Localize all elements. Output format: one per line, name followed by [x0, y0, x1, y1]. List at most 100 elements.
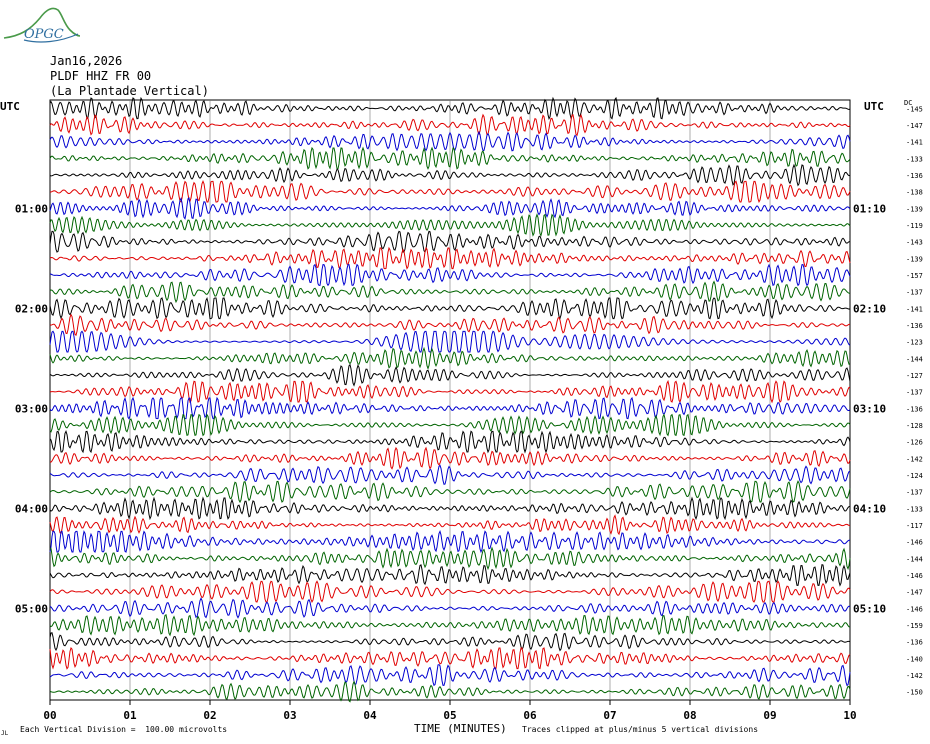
x-tick-label: 03	[283, 709, 296, 722]
trace-22	[49, 446, 851, 470]
header-date: Jan16,2026	[50, 54, 123, 68]
trace-10	[49, 246, 851, 270]
trace-12	[49, 280, 851, 304]
trace-25	[49, 496, 851, 521]
trace-26	[49, 514, 851, 536]
header-site: (La Plantade Vertical)	[50, 84, 209, 98]
opgc-logo-mark	[3, 7, 81, 43]
left-time-label: 04:00	[15, 502, 48, 515]
trace-34	[49, 646, 851, 670]
dc-offset-value: -147	[906, 122, 923, 130]
trace-18	[49, 379, 851, 404]
dc-offset-value: -123	[906, 339, 923, 347]
dc-offset-value: -119	[906, 222, 923, 230]
trace-8	[49, 213, 851, 237]
x-tick-label: 09	[763, 709, 776, 722]
left-time-label: 01:00	[15, 202, 48, 215]
x-tick-label: 07	[603, 709, 616, 722]
trace-32	[49, 614, 851, 637]
dc-offset-value: -146	[906, 605, 923, 613]
trace-19	[49, 396, 851, 420]
dc-offset-value: -117	[906, 522, 923, 530]
dc-offset-value: -127	[906, 372, 923, 380]
x-tick-label: 08	[683, 709, 696, 722]
dc-offset-value: -141	[906, 139, 923, 147]
trace-17	[49, 363, 851, 387]
trace-36	[49, 680, 851, 703]
trace-7	[49, 197, 851, 220]
x-tick-label: 05	[443, 709, 456, 722]
trace-2	[49, 113, 851, 137]
trace-33	[49, 632, 851, 652]
dc-offset-value: -142	[906, 455, 923, 463]
trace-14	[49, 313, 851, 336]
left-time-label: 03:00	[15, 402, 48, 415]
trace-3	[49, 130, 851, 152]
logo-text: OPGC	[24, 27, 64, 42]
trace-35	[49, 664, 851, 687]
dc-offset-value: -133	[906, 155, 923, 163]
dc-offset-value: -145	[906, 105, 923, 113]
dc-offset-value: -139	[906, 205, 923, 213]
footer-scale-note: Each Vertical Division = 100.00 microvol…	[20, 725, 228, 734]
trace-20	[49, 413, 851, 437]
x-tick-label: 01	[123, 709, 137, 722]
trace-28	[49, 546, 851, 571]
trace-27	[49, 530, 851, 554]
x-tick-label: 06	[523, 709, 537, 722]
dc-offset-value: -144	[906, 355, 923, 363]
dc-offset-value: -137	[906, 389, 923, 397]
trace-16	[49, 346, 851, 370]
dc-offset-value: -143	[906, 239, 923, 247]
dc-offset-value: -141	[906, 305, 923, 313]
dc-offset-value: -136	[906, 322, 923, 330]
dc-offset-value: -136	[906, 639, 923, 647]
right-time-label: 01:10	[853, 202, 886, 215]
left-utc-label: UTC	[0, 100, 20, 113]
footer-clip-note: Traces clipped at plus/minus 5 vertical …	[522, 725, 759, 734]
right-time-label: 02:10	[853, 302, 886, 315]
x-tick-label: 02	[203, 709, 216, 722]
trace-30	[49, 580, 851, 604]
trace-24	[49, 480, 851, 504]
dc-offset-value: -147	[906, 589, 923, 597]
footer-corner-mark: JL	[1, 730, 9, 737]
trace-5	[49, 163, 851, 187]
dc-offset-value: -142	[906, 672, 923, 680]
right-time-label: 03:10	[853, 402, 886, 415]
trace-15	[49, 330, 851, 353]
dc-offset-value: -146	[906, 539, 923, 547]
dc-offset-value: -157	[906, 272, 923, 280]
trace-1	[49, 96, 851, 121]
dc-offset-value: -140	[906, 655, 923, 663]
dc-offset-value: -136	[906, 172, 923, 180]
trace-6	[49, 179, 851, 203]
dc-offset-value: -150	[906, 689, 923, 697]
dc-offset-value: -144	[906, 555, 923, 563]
dc-offset-value: -126	[906, 439, 923, 447]
dc-offset-value: -139	[906, 255, 923, 263]
dc-offset-value: -128	[906, 422, 923, 430]
dc-offset-value: -136	[906, 405, 923, 413]
trace-13	[49, 297, 851, 320]
trace-4	[49, 146, 851, 170]
trace-31	[49, 597, 851, 619]
trace-23	[49, 464, 851, 485]
left-time-label: 05:00	[15, 602, 48, 615]
dc-offset-value: -137	[906, 289, 923, 297]
opgc-logo: OPGC	[0, 0, 81, 48]
dc-offset-value: -146	[906, 572, 923, 580]
x-tick-label: 00	[43, 709, 56, 722]
right-utc-label: UTC	[864, 100, 884, 113]
x-tick-label: 04	[363, 709, 377, 722]
dc-offset-value: -159	[906, 622, 923, 630]
right-time-label: 05:10	[853, 602, 886, 615]
trace-29	[49, 564, 851, 587]
x-axis-title: TIME (MINUTES)	[414, 722, 507, 735]
trace-9	[49, 230, 851, 253]
dc-offset-value: -138	[906, 189, 923, 197]
trace-11	[49, 263, 851, 287]
left-time-label: 02:00	[15, 302, 48, 315]
trace-21	[49, 429, 851, 454]
